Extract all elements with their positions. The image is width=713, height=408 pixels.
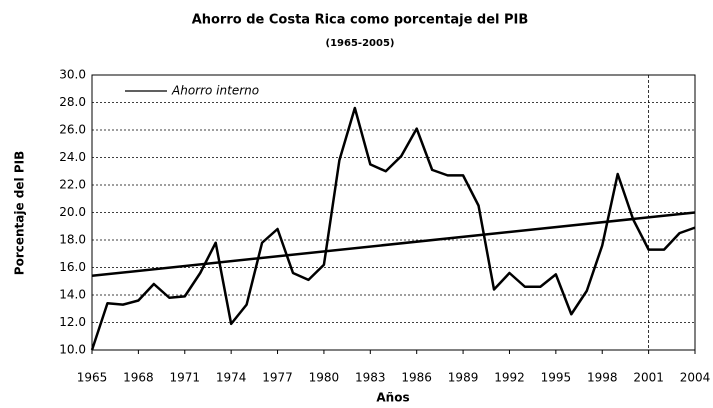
y-tick-label: 14.0	[59, 288, 86, 302]
y-axis-label: Porcentaje del PIB	[13, 151, 27, 275]
y-tick-label: 22.0	[59, 178, 86, 192]
x-tick-label: 1992	[494, 371, 525, 385]
legend-label: Ahorro interno	[171, 84, 259, 98]
y-tick-label: 26.0	[59, 123, 86, 137]
y-tick-label: 18.0	[59, 233, 86, 247]
y-tick-label: 28.0	[59, 95, 86, 109]
chart-title: Ahorro de Costa Rica como porcentaje del…	[192, 13, 529, 28]
y-tick-label: 16.0	[59, 260, 86, 274]
y-tick-label: 12.0	[59, 315, 86, 329]
y-tick-label: 24.0	[59, 150, 86, 164]
x-tick-label: 1989	[448, 371, 479, 385]
x-axis-label: Años	[376, 391, 409, 405]
x-tick-label: 1965	[77, 371, 108, 385]
x-tick-label: 2001	[633, 371, 664, 385]
y-tick-label: 10.0	[59, 343, 86, 357]
x-tick-label: 1986	[401, 371, 432, 385]
x-tick-label: 2004	[680, 371, 711, 385]
x-tick-label: 1968	[123, 371, 154, 385]
chart-subtitle: (1965-2005)	[326, 38, 395, 49]
x-tick-label: 1983	[355, 371, 386, 385]
x-tick-label: 1995	[541, 371, 572, 385]
x-tick-label: 1974	[216, 371, 247, 385]
x-tick-label: 1971	[169, 371, 200, 385]
trend-line	[91, 211, 696, 277]
data-line	[90, 106, 696, 351]
x-tick-label: 1977	[262, 371, 293, 385]
y-tick-label: 20.0	[59, 205, 86, 219]
x-tick-label: 1980	[309, 371, 340, 385]
x-tick-label: 1998	[587, 371, 618, 385]
y-tick-label: 30.0	[59, 68, 86, 82]
